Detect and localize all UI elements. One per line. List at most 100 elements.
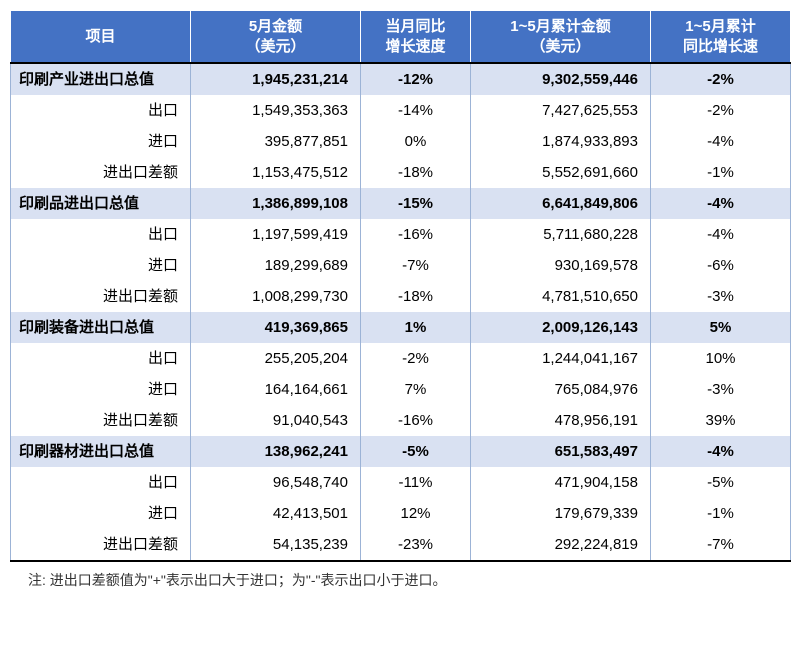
cell-ytd-growth: -3% — [651, 281, 791, 312]
row-label: 进出口差额 — [11, 157, 191, 188]
row-label: 出口 — [11, 467, 191, 498]
col-header-may-amount: 5月金额（美元） — [191, 11, 361, 64]
table-row: 进口189,299,689-7%930,169,578-6% — [11, 250, 791, 281]
cell-mom-growth: 7% — [361, 374, 471, 405]
cell-mom-growth: -14% — [361, 95, 471, 126]
cell-ytd-amount: 651,583,497 — [471, 436, 651, 467]
table-header: 项目 5月金额（美元） 当月同比增长速度 1~5月累计金额（美元） 1~5月累计… — [11, 11, 791, 64]
section-title: 印刷产业进出口总值 — [11, 63, 191, 95]
cell-may-amount: 138,962,241 — [191, 436, 361, 467]
cell-may-amount: 189,299,689 — [191, 250, 361, 281]
cell-may-amount: 96,548,740 — [191, 467, 361, 498]
section-title: 印刷器材进出口总值 — [11, 436, 191, 467]
table-row: 出口1,549,353,363-14%7,427,625,553-2% — [11, 95, 791, 126]
cell-ytd-growth: -4% — [651, 126, 791, 157]
row-label: 进出口差额 — [11, 529, 191, 561]
table-row: 进出口差额1,153,475,512-18%5,552,691,660-1% — [11, 157, 791, 188]
cell-mom-growth: -15% — [361, 188, 471, 219]
cell-ytd-amount: 7,427,625,553 — [471, 95, 651, 126]
cell-ytd-amount: 179,679,339 — [471, 498, 651, 529]
cell-mom-growth: -11% — [361, 467, 471, 498]
cell-ytd-amount: 471,904,158 — [471, 467, 651, 498]
cell-ytd-amount: 292,224,819 — [471, 529, 651, 561]
cell-ytd-amount: 6,641,849,806 — [471, 188, 651, 219]
cell-may-amount: 42,413,501 — [191, 498, 361, 529]
cell-may-amount: 419,369,865 — [191, 312, 361, 343]
cell-mom-growth: -23% — [361, 529, 471, 561]
col-header-ytd-amount: 1~5月累计金额（美元） — [471, 11, 651, 64]
table-row: 进口42,413,50112%179,679,339-1% — [11, 498, 791, 529]
cell-ytd-amount: 478,956,191 — [471, 405, 651, 436]
row-label: 进出口差额 — [11, 405, 191, 436]
table-row: 进口395,877,8510%1,874,933,893-4% — [11, 126, 791, 157]
section-row: 印刷产业进出口总值1,945,231,214-12%9,302,559,446-… — [11, 63, 791, 95]
table-row: 出口255,205,204-2%1,244,041,16710% — [11, 343, 791, 374]
cell-may-amount: 1,386,899,108 — [191, 188, 361, 219]
cell-may-amount: 1,549,353,363 — [191, 95, 361, 126]
cell-ytd-growth: -1% — [651, 498, 791, 529]
cell-ytd-amount: 930,169,578 — [471, 250, 651, 281]
table-row: 进出口差额1,008,299,730-18%4,781,510,650-3% — [11, 281, 791, 312]
table-row: 出口1,197,599,419-16%5,711,680,228-4% — [11, 219, 791, 250]
cell-ytd-growth: -5% — [651, 467, 791, 498]
cell-mom-growth: 12% — [361, 498, 471, 529]
row-label: 进口 — [11, 498, 191, 529]
cell-ytd-amount: 765,084,976 — [471, 374, 651, 405]
section-title: 印刷装备进出口总值 — [11, 312, 191, 343]
cell-ytd-growth: -4% — [651, 188, 791, 219]
cell-mom-growth: -18% — [361, 281, 471, 312]
row-label: 出口 — [11, 343, 191, 374]
cell-may-amount: 395,877,851 — [191, 126, 361, 157]
row-label: 进口 — [11, 374, 191, 405]
row-label: 进口 — [11, 126, 191, 157]
section-row: 印刷品进出口总值1,386,899,108-15%6,641,849,806-4… — [11, 188, 791, 219]
cell-may-amount: 1,008,299,730 — [191, 281, 361, 312]
cell-ytd-amount: 5,711,680,228 — [471, 219, 651, 250]
cell-may-amount: 1,153,475,512 — [191, 157, 361, 188]
table-container: 项目 5月金额（美元） 当月同比增长速度 1~5月累计金额（美元） 1~5月累计… — [10, 10, 790, 590]
cell-mom-growth: -12% — [361, 63, 471, 95]
data-table: 项目 5月金额（美元） 当月同比增长速度 1~5月累计金额（美元） 1~5月累计… — [10, 10, 791, 562]
cell-mom-growth: 1% — [361, 312, 471, 343]
cell-ytd-amount: 5,552,691,660 — [471, 157, 651, 188]
col-header-mom-growth: 当月同比增长速度 — [361, 11, 471, 64]
table-row: 进出口差额91,040,543-16%478,956,19139% — [11, 405, 791, 436]
cell-may-amount: 91,040,543 — [191, 405, 361, 436]
col-header-ytd-growth: 1~5月累计同比增长速 — [651, 11, 791, 64]
table-body: 印刷产业进出口总值1,945,231,214-12%9,302,559,446-… — [11, 63, 791, 561]
cell-ytd-amount: 2,009,126,143 — [471, 312, 651, 343]
cell-ytd-growth: 10% — [651, 343, 791, 374]
cell-ytd-growth: -2% — [651, 63, 791, 95]
cell-ytd-growth: -4% — [651, 436, 791, 467]
cell-ytd-growth: -4% — [651, 219, 791, 250]
row-label: 出口 — [11, 219, 191, 250]
cell-mom-growth: -16% — [361, 405, 471, 436]
cell-mom-growth: -2% — [361, 343, 471, 374]
cell-mom-growth: 0% — [361, 126, 471, 157]
cell-ytd-amount: 9,302,559,446 — [471, 63, 651, 95]
section-title: 印刷品进出口总值 — [11, 188, 191, 219]
cell-may-amount: 255,205,204 — [191, 343, 361, 374]
cell-ytd-growth: -6% — [651, 250, 791, 281]
cell-mom-growth: -7% — [361, 250, 471, 281]
footnote: 注: 进出口差额值为"+"表示出口大于进口；为"-"表示出口小于进口。 — [10, 562, 790, 590]
cell-ytd-growth: 39% — [651, 405, 791, 436]
row-label: 进出口差额 — [11, 281, 191, 312]
cell-ytd-amount: 1,244,041,167 — [471, 343, 651, 374]
cell-ytd-growth: -3% — [651, 374, 791, 405]
section-row: 印刷器材进出口总值138,962,241-5%651,583,497-4% — [11, 436, 791, 467]
row-label: 出口 — [11, 95, 191, 126]
cell-ytd-amount: 4,781,510,650 — [471, 281, 651, 312]
cell-may-amount: 1,197,599,419 — [191, 219, 361, 250]
cell-mom-growth: -18% — [361, 157, 471, 188]
cell-may-amount: 1,945,231,214 — [191, 63, 361, 95]
cell-mom-growth: -16% — [361, 219, 471, 250]
cell-ytd-growth: -2% — [651, 95, 791, 126]
table-row: 进出口差额54,135,239-23%292,224,819-7% — [11, 529, 791, 561]
col-header-item: 项目 — [11, 11, 191, 64]
table-row: 进口164,164,6617%765,084,976-3% — [11, 374, 791, 405]
cell-may-amount: 54,135,239 — [191, 529, 361, 561]
cell-mom-growth: -5% — [361, 436, 471, 467]
table-row: 出口96,548,740-11%471,904,158-5% — [11, 467, 791, 498]
cell-may-amount: 164,164,661 — [191, 374, 361, 405]
